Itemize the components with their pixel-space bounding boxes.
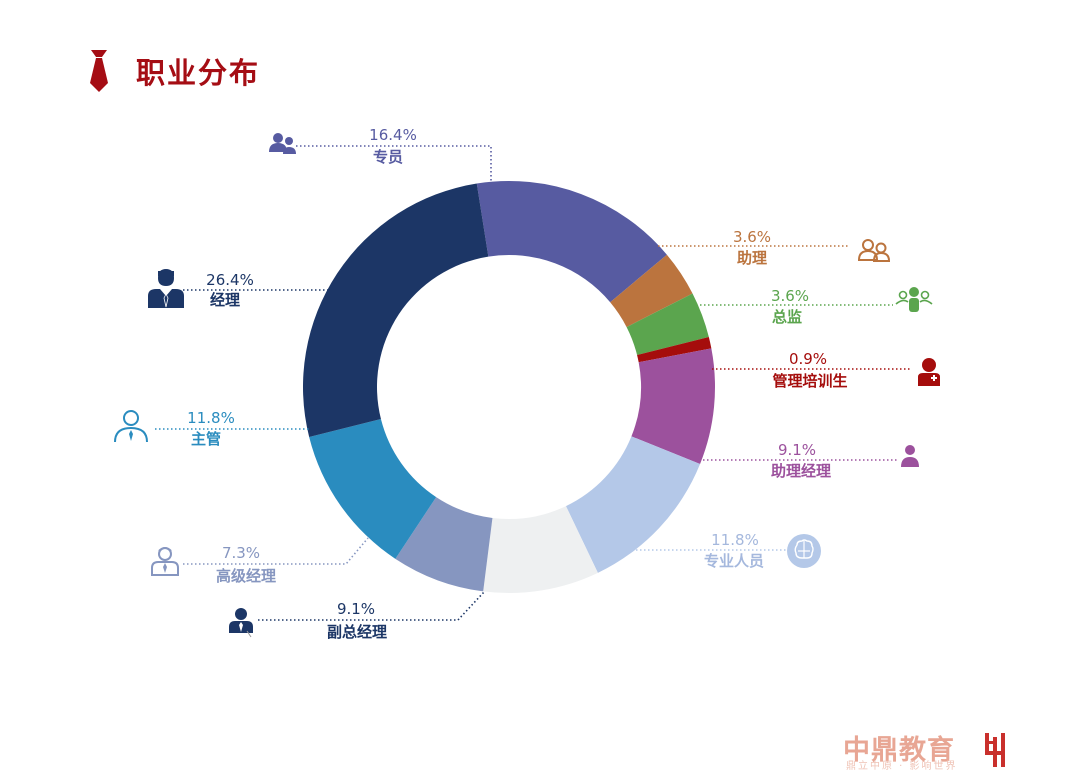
slice-value-label-6: 9.1% — [337, 600, 375, 618]
donut-slice-7 — [395, 497, 493, 592]
businessman-icon — [229, 608, 253, 638]
group-icon — [269, 133, 296, 154]
slice-value-label-8: 11.8% — [187, 409, 235, 427]
leader-line-6 — [258, 591, 485, 621]
supervisor-outline-icon — [114, 410, 148, 443]
brand-slogan: 鼎立中原 · 影响世界 — [846, 761, 958, 772]
manager-icon — [148, 269, 184, 308]
donut-slice-2 — [626, 293, 709, 355]
slice-category-label-2: 总监 — [772, 308, 802, 326]
slice-value-label-4: 9.1% — [778, 441, 816, 459]
donut-slice-4 — [631, 348, 716, 465]
slice-category-label-0: 专员 — [373, 148, 403, 166]
two-people-outline-icon — [857, 239, 891, 262]
slice-value-label-5: 11.8% — [711, 531, 759, 549]
slice-category-label-7: 高级经理 — [216, 567, 276, 585]
slice-category-label-3: 管理培训生 — [772, 372, 847, 390]
slice-category-label-6: 副总经理 — [327, 623, 387, 641]
donut-slice-5 — [565, 436, 701, 573]
slice-value-label-7: 7.3% — [222, 544, 260, 562]
slice-category-label-5: 专业人员 — [704, 552, 764, 570]
slice-value-label-0: 16.4% — [369, 126, 417, 144]
slice-category-label-4: 助理经理 — [771, 462, 831, 480]
slice-category-label-9: 经理 — [210, 291, 240, 309]
brand-logo-icon — [985, 733, 1005, 767]
manager-outline-icon — [151, 547, 179, 576]
slice-value-label-9: 26.4% — [206, 271, 254, 289]
donut-slice-6 — [483, 506, 598, 594]
leader-line-0 — [296, 145, 492, 182]
tie-icon — [90, 50, 108, 92]
team-icon — [895, 287, 933, 312]
slice-icons — [114, 133, 940, 638]
brain-badge-icon — [787, 534, 821, 568]
slice-value-label-2: 3.6% — [771, 287, 809, 305]
donut-slices — [303, 180, 716, 594]
page-title: 职业分布 — [136, 56, 261, 90]
leader-lines — [155, 145, 910, 621]
slice-value-label-3: 0.9% — [789, 350, 827, 368]
slice-value-label-1: 3.6% — [733, 228, 771, 246]
slice-category-label-8: 主管 — [191, 430, 221, 448]
leader-line-7 — [183, 537, 369, 565]
brand-name: 中鼎教育 — [843, 735, 955, 766]
donut-slice-8 — [309, 419, 437, 559]
donut-slice-9 — [303, 183, 489, 437]
slice-labels: 16.4% 专员 3.6% 助理 3.6% 总监 0.9% 管理培训生 9.1% 助理经理 11.8… — [187, 126, 847, 641]
title-group: 职业分布 — [88, 50, 260, 92]
donut-slice-1 — [610, 254, 693, 328]
person-icon — [901, 445, 919, 467]
donut-slice-0 — [476, 180, 667, 303]
slice-category-label-1: 助理 — [737, 249, 767, 267]
donut-slice-3 — [637, 337, 712, 363]
nurse-icon — [918, 358, 940, 386]
